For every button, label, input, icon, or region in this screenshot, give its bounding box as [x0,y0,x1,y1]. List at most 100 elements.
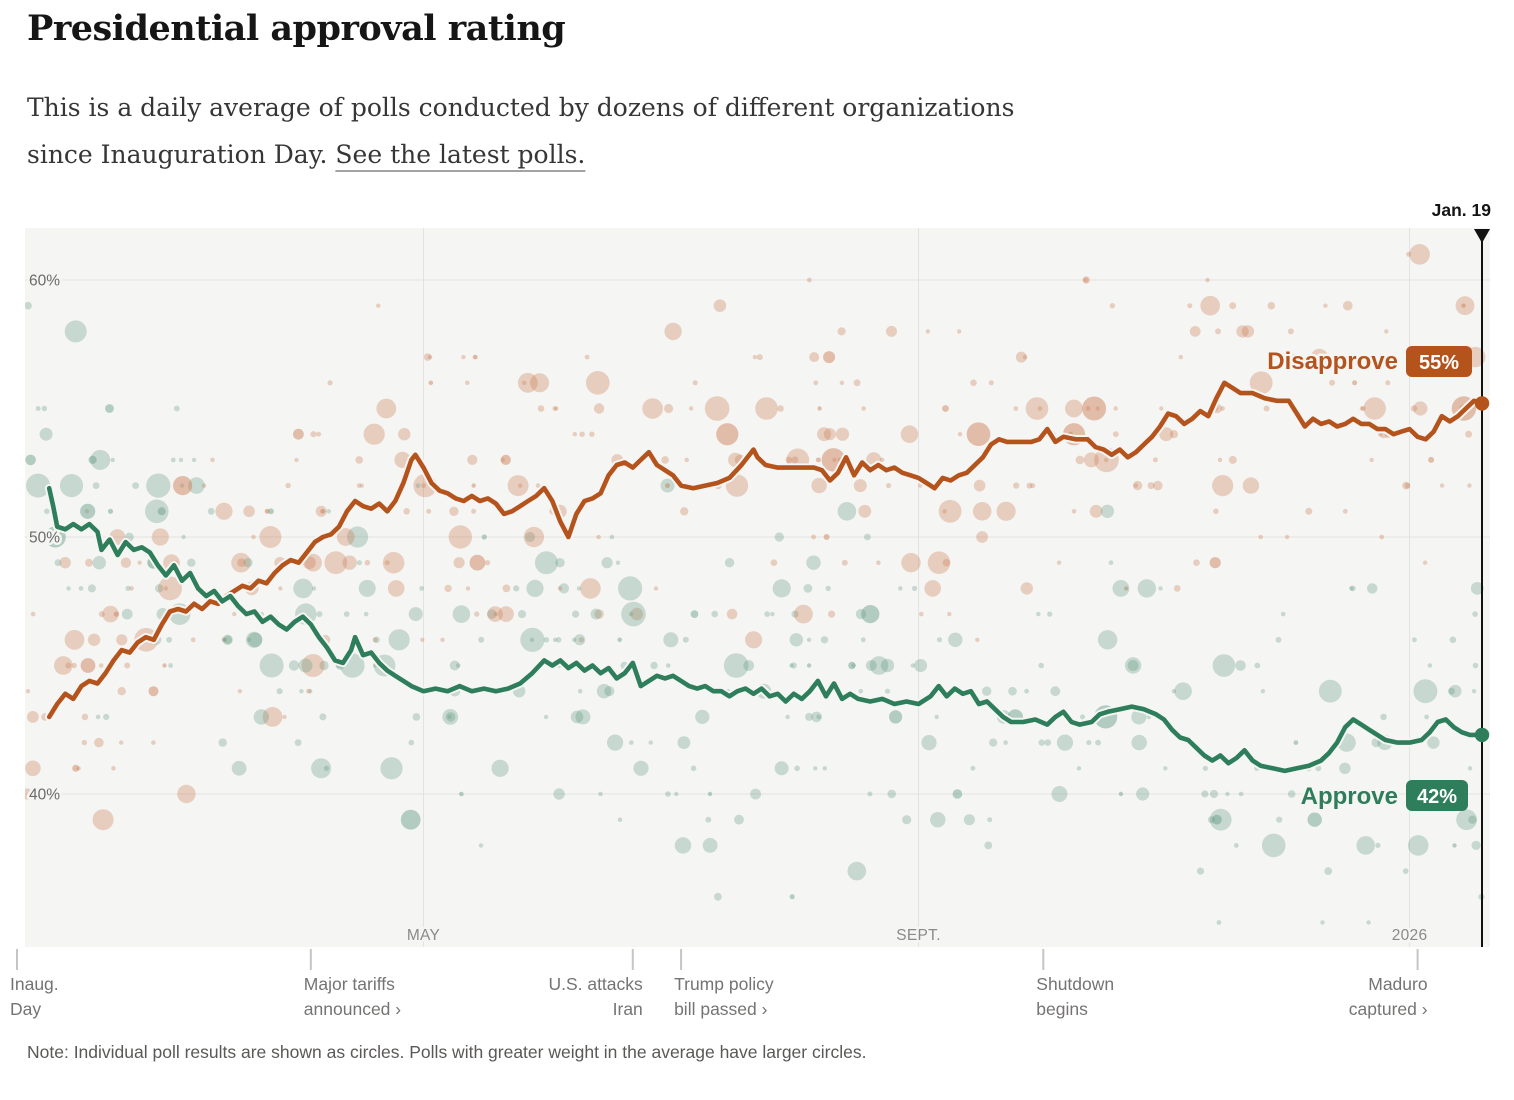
poll-circle [1082,277,1089,283]
poll-circle [901,553,921,573]
poll-circle [684,457,689,463]
poll-circle [423,353,432,361]
poll-circle [1235,660,1246,671]
event-label-line1[interactable]: Maduro [1368,974,1427,994]
poll-circle [976,531,988,543]
poll-circle [444,584,452,593]
poll-circle [705,816,712,823]
latest-polls-link[interactable]: See the latest polls. [335,140,586,169]
poll-circle [419,586,425,591]
poll-circle [1439,483,1445,488]
poll-circle [1173,585,1181,592]
poll-circle [817,427,832,442]
poll-circle [575,709,591,725]
poll-circle [294,739,302,746]
poll-circle [1008,686,1017,696]
poll-circle [1267,301,1276,310]
poll-circle [867,791,873,797]
poll-circle [1124,657,1142,674]
poll-circle [925,329,931,334]
poll-circle [459,791,464,797]
poll-circle [372,637,378,643]
poll-circle [934,714,939,720]
poll-circle [1036,611,1041,617]
poll-circle [210,457,215,463]
poll-circle [316,431,322,437]
poll-circle [1472,662,1479,669]
poll-circle [572,432,577,437]
event-label-line2[interactable]: bill passed › [674,999,768,1019]
poll-circle [259,653,284,678]
poll-circle [822,766,827,771]
event-label-line2[interactable]: announced › [304,999,401,1019]
poll-circle [356,483,362,488]
poll-circle [989,738,998,747]
lines-layer [44,378,1490,776]
event-label-line2[interactable]: captured › [1349,999,1428,1019]
event-annotations-layer: Inaug. Day Major tariffs announced › U.S. at… [10,949,1428,1019]
poll-circle [1380,713,1387,721]
poll-circle [1112,431,1119,438]
poll-circle [1471,689,1477,694]
poll-circle [535,483,541,488]
poll-circle [1080,714,1085,720]
poll-circle [1323,303,1328,308]
event-annotation[interactable]: Trump policy bill passed › [674,949,774,1019]
poll-circle [1174,682,1192,700]
poll-circle [146,473,171,498]
poll-circle [327,380,333,386]
poll-circle [1159,406,1164,411]
poll-circle [791,610,799,618]
poll-circle [408,607,423,622]
poll-circle [1358,789,1369,799]
poll-circle [316,611,323,618]
poll-circle [876,560,881,565]
event-annotation[interactable]: Maduro captured › [1349,949,1428,1019]
poll-circle [1109,303,1116,309]
poll-circle [222,637,227,643]
poll-circle [543,637,550,643]
poll-circle [1228,455,1237,464]
poll-circle [1472,611,1478,617]
poll-circle [88,455,97,464]
poll-circle [665,663,671,668]
poll-circle [1356,836,1375,855]
poll-circle [1152,457,1158,463]
event-label-line1[interactable]: Trump policy [674,974,774,994]
poll-circle [1095,739,1101,746]
poll-circle [294,457,299,463]
poll-circle [251,534,256,540]
approve-endpoint-dot [1474,727,1490,743]
poll-circle [805,712,814,721]
poll-circle [92,809,114,831]
event-annotation[interactable]: Major tariffs announced › [304,949,401,1019]
poll-circle [942,509,947,514]
poll-circle [957,432,963,437]
poll-circle [1171,689,1177,694]
poll-circle [642,398,663,419]
poll-circle [1020,582,1033,595]
poll-circle [1215,328,1221,335]
poll-circle [298,658,313,673]
poll-circle [621,601,646,627]
poll-circle [1455,296,1475,316]
poll-circle [970,765,976,771]
poll-circle [593,403,605,414]
poll-circle [54,559,62,567]
poll-circle [858,688,864,694]
poll-circle [813,380,819,386]
poll-circle [1082,276,1091,284]
poll-circle [319,713,327,721]
poll-circle [633,760,649,776]
poll-circle [1085,406,1091,411]
poll-circle [1277,352,1286,362]
poll-circle [428,380,434,386]
event-label-line1[interactable]: Major tariffs [304,974,395,994]
poll-circle [855,608,867,620]
poll-circle [518,483,523,488]
poll-circle [1329,379,1336,386]
poll-circle [471,508,477,514]
poll-circle [1448,684,1462,698]
poll-circle [789,894,795,900]
poll-circle [1404,482,1411,489]
